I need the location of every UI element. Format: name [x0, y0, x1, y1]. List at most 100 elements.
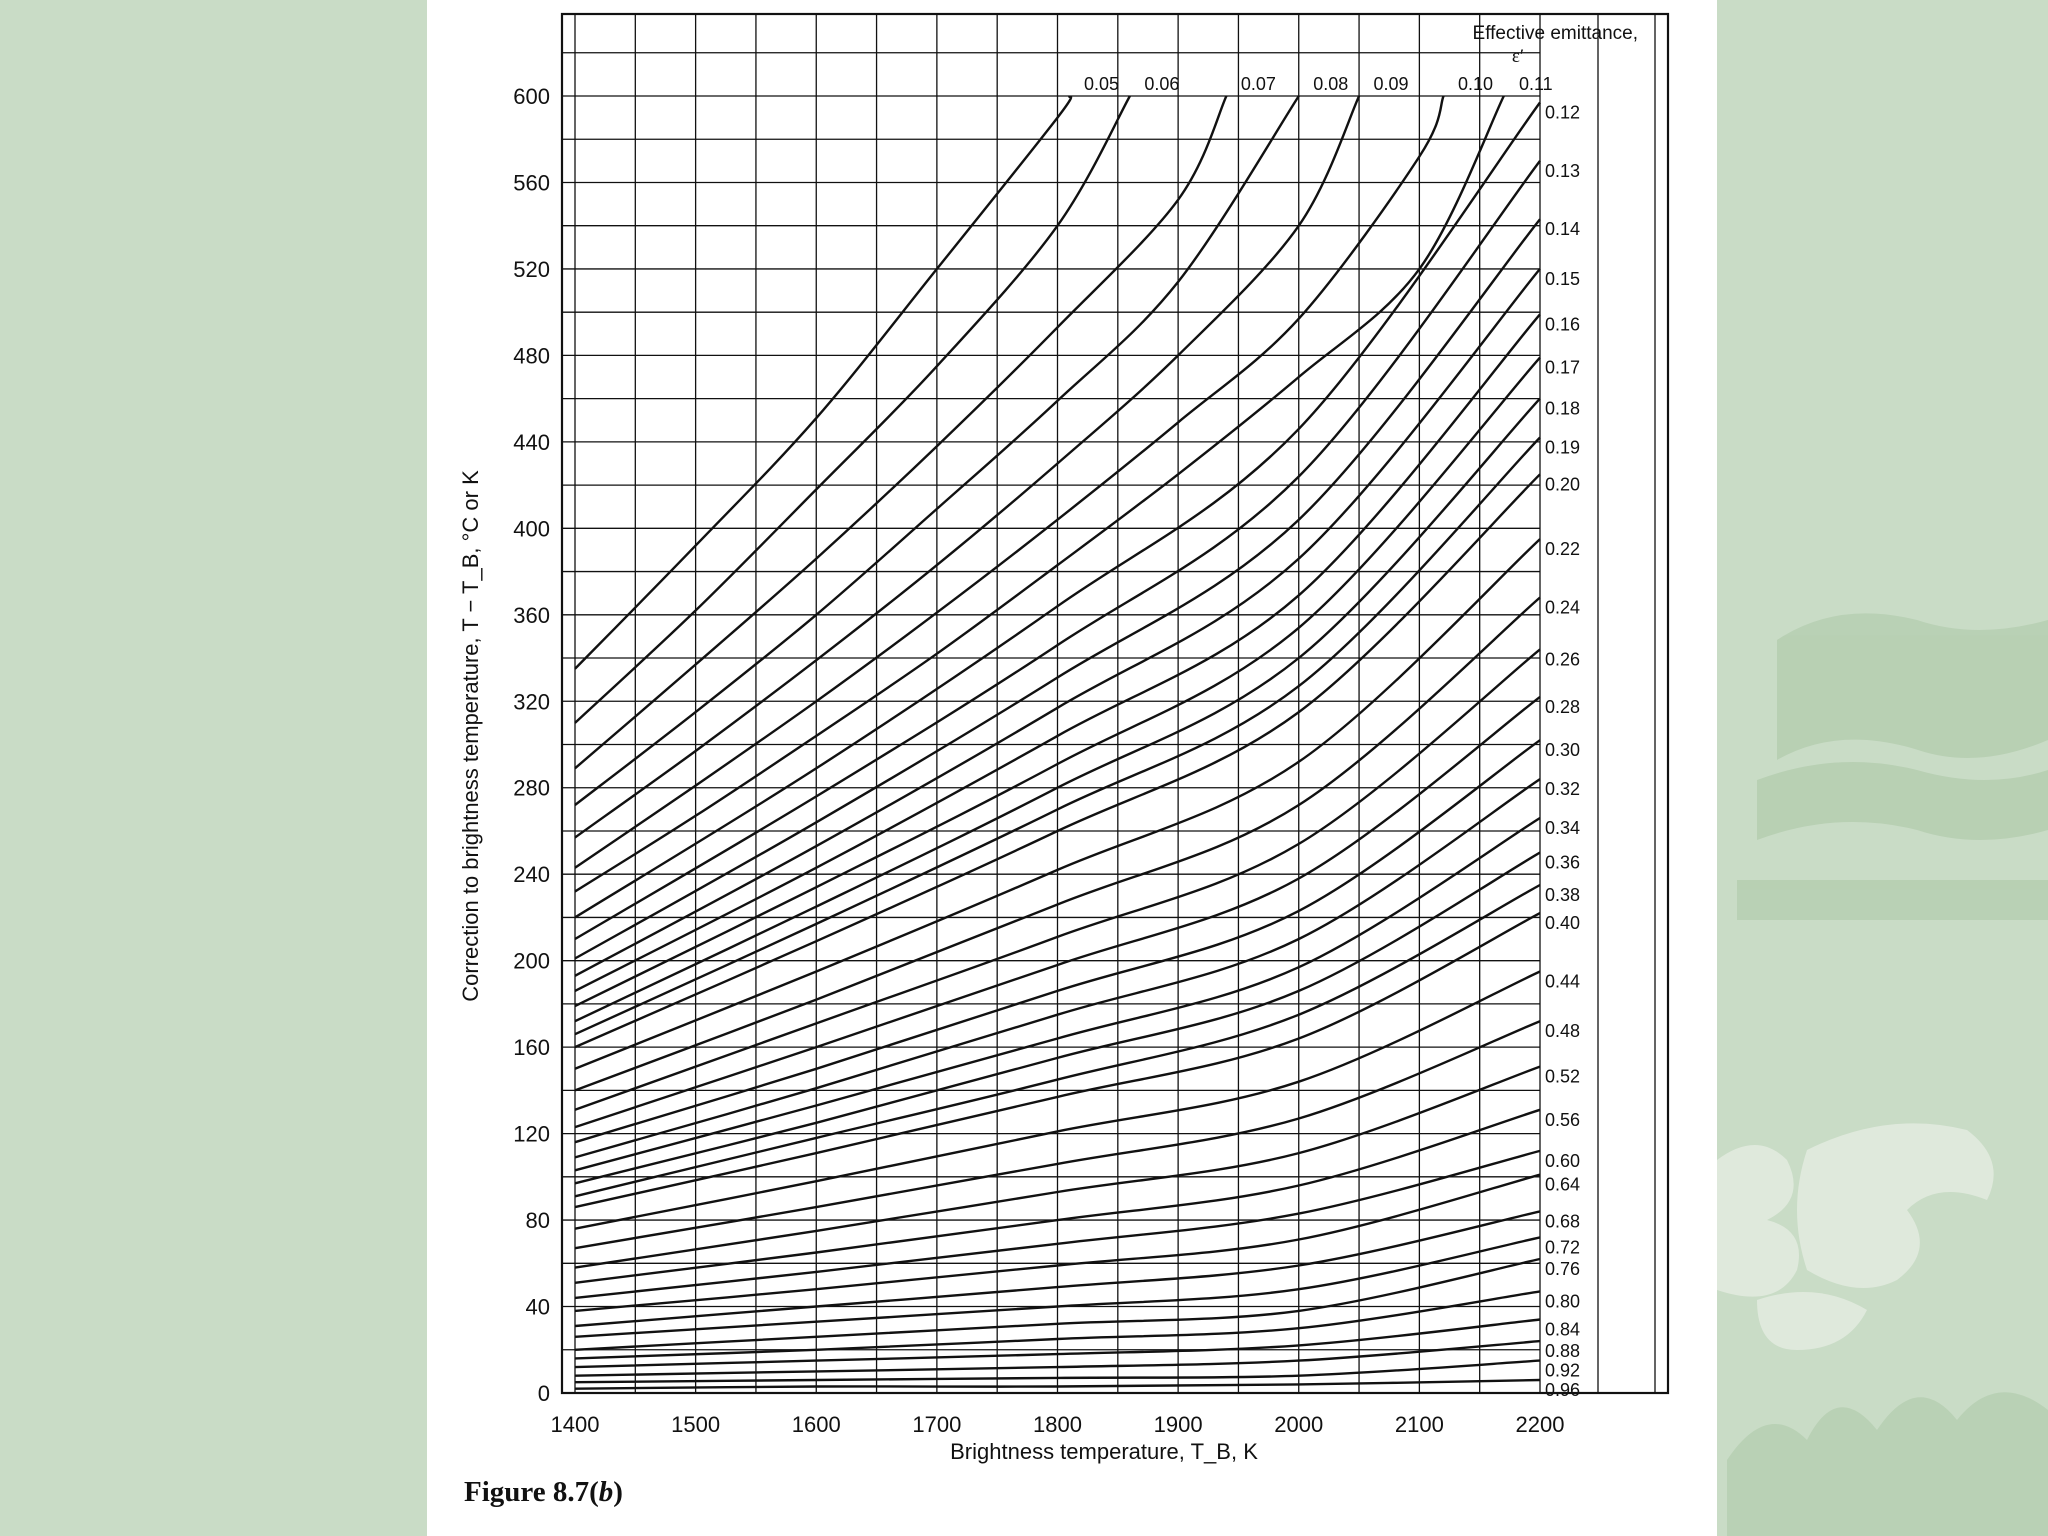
series-label-0.84: 0.84: [1545, 1320, 1580, 1340]
background-ornament: [1717, 613, 2048, 1536]
x-tick-label: 1600: [792, 1412, 841, 1437]
series-line-0.92: [574, 1359, 1541, 1384]
series-line-0.11: [574, 95, 1505, 893]
series-line-0.16: [574, 313, 1541, 992]
series-line-0.44: [574, 970, 1541, 1230]
series-line-0.20: [574, 473, 1541, 1049]
series-labels: 0.05 0.06 0.07 0.08 0.09 0.10 0.11 0.12 0.13 0.14…: [1084, 74, 1580, 1400]
series-line-0.24: [574, 596, 1541, 1092]
series-line-0.18: [574, 397, 1541, 1023]
y-tick-label: 280: [513, 776, 550, 801]
series-label-0.64: 0.64: [1545, 1175, 1580, 1195]
series-line-0.76: [574, 1257, 1541, 1351]
series-label-0.36: 0.36: [1545, 853, 1580, 873]
series-label-0.07: 0.07: [1241, 74, 1276, 94]
y-tick-label: 160: [513, 1035, 550, 1060]
series-line-0.68: [574, 1210, 1541, 1328]
series-label-0.96: 0.96: [1545, 1380, 1580, 1400]
series-label-0.20: 0.20: [1545, 474, 1580, 494]
y-tick-label: 80: [526, 1208, 550, 1233]
series-line-0.96: [574, 1378, 1541, 1390]
x-tick-label: 1400: [551, 1412, 600, 1437]
legend-title: Effective emittance,: [1473, 23, 1638, 44]
series-line-0.60: [574, 1149, 1541, 1300]
series-label-0.26: 0.26: [1545, 649, 1580, 669]
series-line-0.34: [574, 816, 1541, 1172]
series-label-0.11: 0.11: [1519, 74, 1553, 94]
series-label-0.16: 0.16: [1545, 314, 1580, 334]
y-tick-label: 320: [513, 689, 550, 714]
series-line-0.48: [574, 1020, 1541, 1250]
series-label-0.08: 0.08: [1313, 74, 1348, 94]
series-label-0.56: 0.56: [1545, 1110, 1580, 1130]
series-line-0.06: [574, 95, 1131, 724]
y-tick-label: 40: [526, 1295, 550, 1320]
series-line-0.22: [574, 538, 1541, 1070]
series-label-0.13: 0.13: [1545, 161, 1580, 181]
x-tick-label: 1800: [1033, 1412, 1082, 1437]
axes: 0 40 80 120 160 200 240 280 320 360 400 440 480 520 56…: [513, 12, 1670, 1437]
series-lines: [574, 95, 1541, 1390]
x-tick-label: 1900: [1154, 1412, 1203, 1437]
series-line-0.84: [574, 1318, 1541, 1369]
x-tick-label: 1500: [671, 1412, 720, 1437]
series-label-0.60: 0.60: [1545, 1151, 1580, 1171]
series-line-0.13: [574, 160, 1541, 941]
series-label-0.18: 0.18: [1545, 399, 1580, 419]
series-label-0.32: 0.32: [1545, 779, 1580, 799]
series-line-0.17: [574, 356, 1541, 1008]
series-label-0.10: 0.10: [1458, 74, 1493, 94]
series-label-0.72: 0.72: [1545, 1237, 1580, 1257]
series-label-0.52: 0.52: [1545, 1067, 1580, 1087]
series-label-0.44: 0.44: [1545, 971, 1580, 991]
y-tick-label: 240: [513, 862, 550, 887]
y-tick-label: 600: [513, 84, 550, 109]
series-line-0.12: [574, 101, 1541, 919]
series-line-0.05: [574, 95, 1073, 670]
series-label-0.06: 0.06: [1144, 74, 1179, 94]
series-label-0.76: 0.76: [1545, 1259, 1580, 1279]
series-label-0.19: 0.19: [1545, 438, 1580, 458]
series-line-0.72: [574, 1236, 1541, 1338]
series-line-0.10: [574, 95, 1445, 869]
x-tick-label: 2100: [1395, 1412, 1444, 1437]
legend-title-symbol: ε′: [1512, 46, 1524, 67]
series-line-0.15: [574, 268, 1541, 977]
series-label-0.68: 0.68: [1545, 1211, 1580, 1231]
y-tick-label: 480: [513, 343, 550, 368]
series-label-0.12: 0.12: [1545, 102, 1580, 122]
series-line-0.32: [574, 778, 1541, 1159]
series-label-0.80: 0.80: [1545, 1291, 1580, 1311]
series-label-0.05: 0.05: [1084, 74, 1119, 94]
series-line-0.14: [574, 218, 1541, 960]
series-line-0.09: [574, 95, 1361, 839]
y-tick-label: 440: [513, 430, 550, 455]
series-label-0.92: 0.92: [1545, 1361, 1580, 1381]
series-label-0.22: 0.22: [1545, 539, 1580, 559]
y-tick-label: 0: [538, 1381, 550, 1406]
series-line-0.38: [574, 883, 1541, 1198]
series-label-0.30: 0.30: [1545, 740, 1580, 760]
figure-caption: Figure 8.7(b): [464, 1476, 623, 1508]
y-tick-label: 520: [513, 257, 550, 282]
series-line-0.56: [574, 1108, 1541, 1284]
series-label-0.28: 0.28: [1545, 697, 1580, 717]
series-line-0.40: [574, 912, 1541, 1209]
y-tick-label: 120: [513, 1122, 550, 1147]
series-label-0.38: 0.38: [1545, 885, 1580, 905]
x-tick-label: 2200: [1516, 1412, 1565, 1437]
series-line-0.36: [574, 851, 1541, 1185]
x-axis-label: Brightness temperature, T_B, K: [950, 1439, 1258, 1464]
series-label-0.14: 0.14: [1545, 219, 1580, 239]
series-label-0.34: 0.34: [1545, 818, 1580, 838]
series-line-0.26: [574, 648, 1541, 1111]
series-line-0.80: [574, 1290, 1541, 1360]
series-label-0.88: 0.88: [1545, 1341, 1580, 1361]
series-line-0.52: [574, 1065, 1541, 1269]
series-line-0.08: [574, 95, 1300, 806]
x-tick-label: 2000: [1274, 1412, 1323, 1437]
series-line-0.28: [574, 695, 1541, 1129]
plot-frame: [560, 12, 1670, 1395]
x-tick-label: 1700: [912, 1412, 961, 1437]
